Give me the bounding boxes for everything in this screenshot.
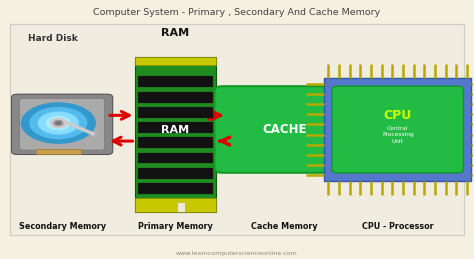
FancyBboxPatch shape	[138, 92, 213, 103]
Circle shape	[56, 122, 61, 124]
Circle shape	[46, 117, 70, 130]
FancyBboxPatch shape	[214, 86, 354, 173]
FancyBboxPatch shape	[136, 57, 216, 64]
Text: CPU - Processor: CPU - Processor	[362, 222, 434, 231]
Text: CACHE: CACHE	[262, 123, 307, 136]
FancyBboxPatch shape	[10, 24, 464, 235]
FancyBboxPatch shape	[136, 57, 216, 212]
Circle shape	[54, 120, 63, 126]
Text: Cache Memory: Cache Memory	[251, 222, 318, 231]
FancyBboxPatch shape	[332, 86, 464, 173]
FancyBboxPatch shape	[138, 76, 213, 87]
Text: Computer System - Primary , Secondary And Cache Memory: Computer System - Primary , Secondary An…	[93, 9, 381, 17]
Circle shape	[21, 103, 95, 143]
FancyBboxPatch shape	[138, 137, 213, 148]
Text: Hard Disk: Hard Disk	[28, 34, 78, 42]
Text: CPU: CPU	[383, 109, 412, 122]
FancyBboxPatch shape	[19, 98, 105, 150]
Circle shape	[38, 112, 78, 134]
Text: www.learncomputerscienceonline.com: www.learncomputerscienceonline.com	[176, 251, 298, 256]
FancyBboxPatch shape	[324, 78, 471, 181]
FancyBboxPatch shape	[138, 168, 213, 179]
Text: Secondary Memory: Secondary Memory	[18, 222, 106, 231]
Text: RAM: RAM	[162, 28, 190, 38]
FancyBboxPatch shape	[11, 94, 113, 154]
FancyBboxPatch shape	[136, 198, 216, 212]
Text: RAM: RAM	[162, 125, 190, 134]
FancyBboxPatch shape	[138, 107, 213, 118]
FancyBboxPatch shape	[138, 122, 213, 133]
Text: Central
Processing
Unit: Central Processing Unit	[382, 126, 413, 144]
FancyBboxPatch shape	[138, 183, 213, 194]
FancyBboxPatch shape	[36, 149, 81, 154]
Circle shape	[30, 107, 87, 139]
Text: Primary Memory: Primary Memory	[138, 222, 213, 231]
FancyBboxPatch shape	[178, 203, 185, 212]
FancyBboxPatch shape	[138, 153, 213, 163]
Circle shape	[50, 118, 67, 128]
